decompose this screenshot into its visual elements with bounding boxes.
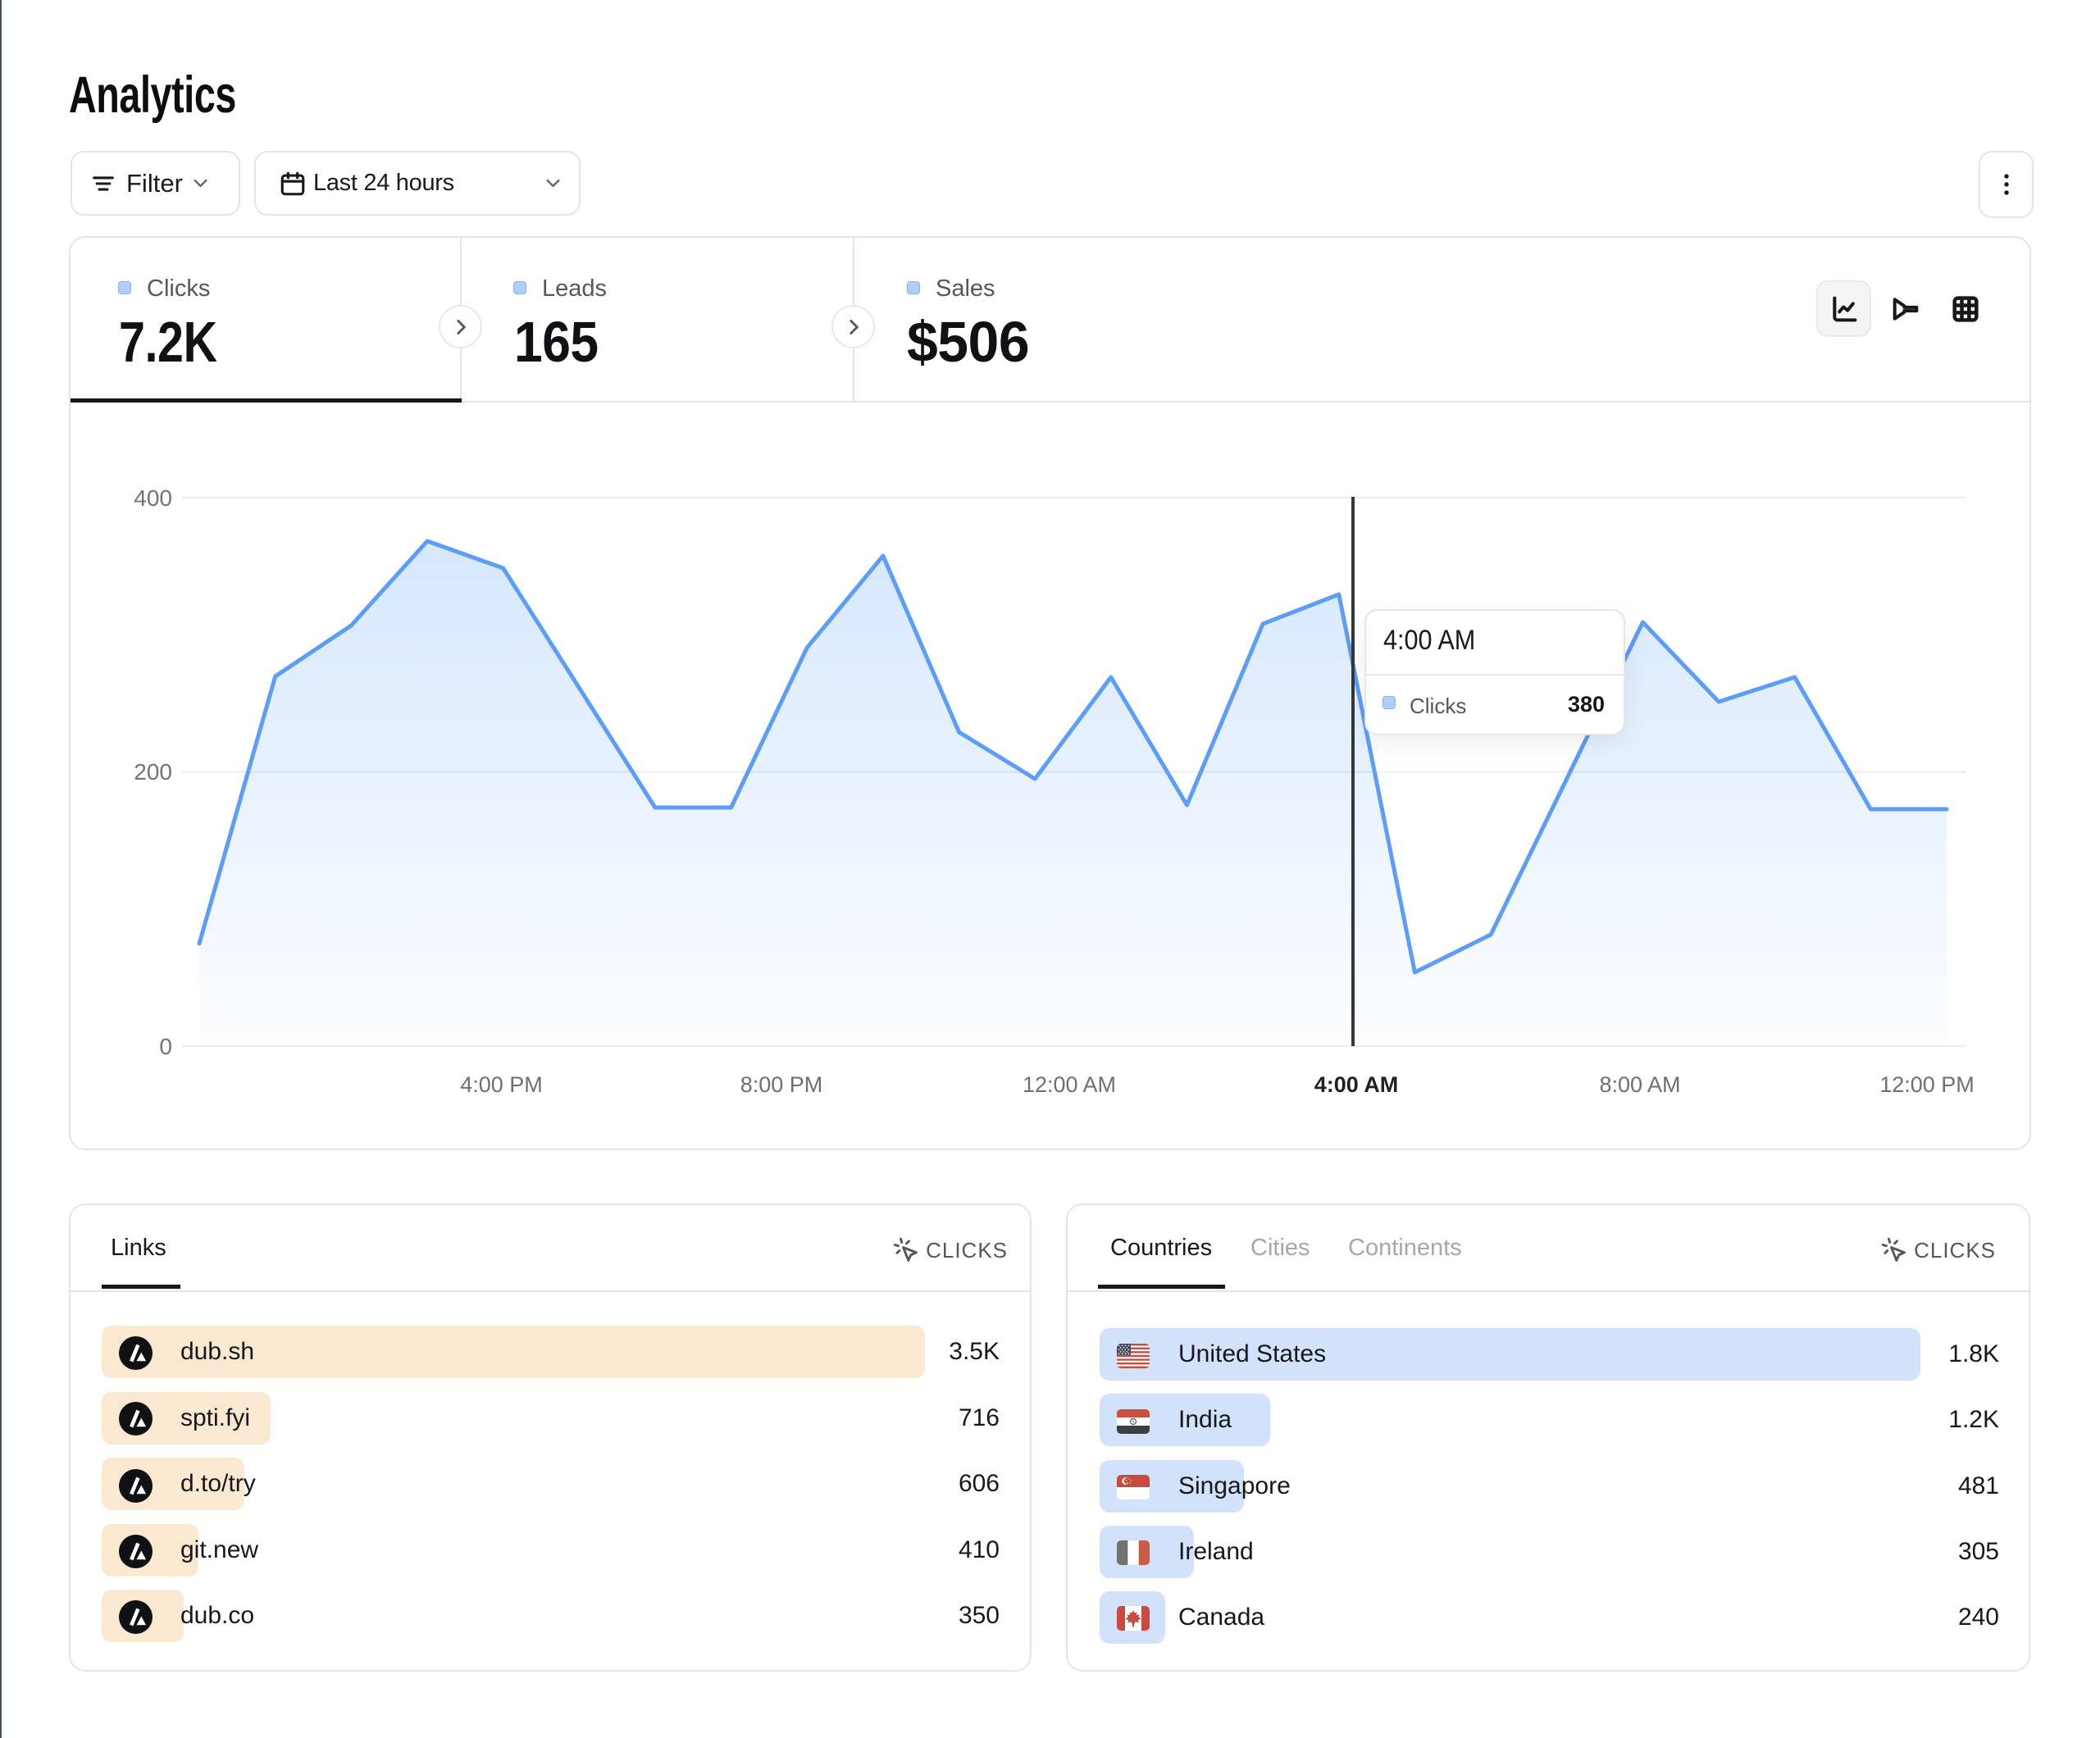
svg-text:12:00 AM: 12:00 AM <box>1023 1072 1116 1097</box>
svg-text:8:00 AM: 8:00 AM <box>1599 1072 1680 1097</box>
svg-text:0: 0 <box>159 1034 172 1059</box>
svg-text:400: 400 <box>134 485 172 511</box>
svg-text:8:00 PM: 8:00 PM <box>740 1072 823 1097</box>
svg-text:4:00 PM: 4:00 PM <box>460 1072 543 1097</box>
svg-text:200: 200 <box>134 759 172 785</box>
svg-text:4:00 AM: 4:00 AM <box>1314 1072 1399 1097</box>
svg-text:12:00 PM: 12:00 PM <box>1879 1072 1975 1097</box>
